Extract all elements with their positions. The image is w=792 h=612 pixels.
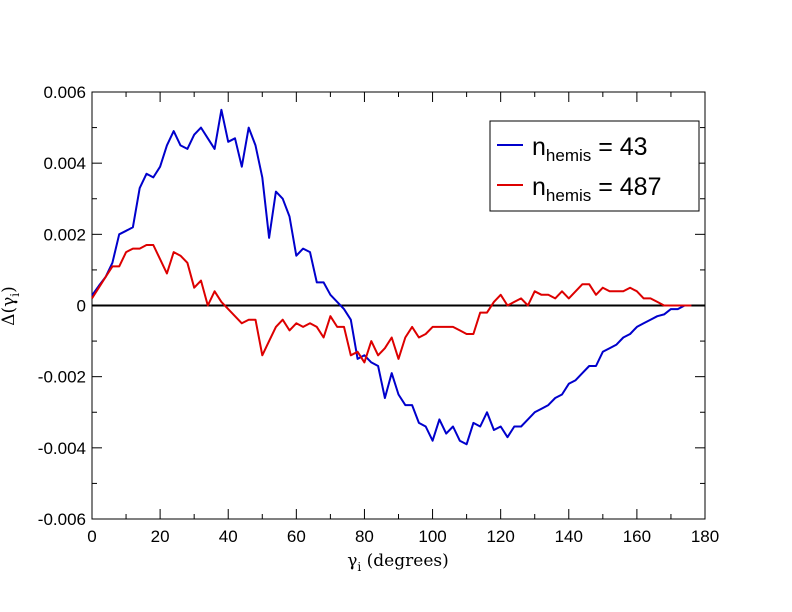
y-tick-label: -0.002 (38, 368, 86, 387)
y-tick-label: 0.004 (43, 154, 86, 173)
y-axis-label-prefix: Δ( (0, 307, 19, 326)
series-line-blue (91, 108, 692, 446)
series-group (91, 108, 692, 446)
y-tick-label: -0.004 (38, 439, 86, 458)
legend-red-main: n (532, 173, 546, 201)
y-tick-label: 0 (77, 297, 86, 316)
y-axis-label-symbol: γ (0, 297, 19, 307)
y-tick-label: 0.006 (43, 83, 86, 102)
x-tick-label: 160 (623, 527, 651, 546)
series-line-red (91, 244, 692, 364)
x-axis-label-symbol: γ (347, 551, 357, 571)
legend-blue-main: n (532, 133, 546, 161)
x-tick-label: 40 (219, 527, 238, 546)
legend-red-rest: = 487 (591, 173, 661, 201)
legend-red-sub: hemis (546, 186, 591, 205)
x-tick-label: 180 (691, 527, 719, 546)
x-axis-label: γi (degrees) (347, 551, 448, 574)
x-tick-label: 120 (486, 527, 514, 546)
legend: nhemis = 43 nhemis = 487 (489, 120, 700, 212)
y-axis-label-sub: i (8, 293, 22, 297)
x-tick-label: 140 (555, 527, 583, 546)
legend-box (489, 120, 700, 212)
x-axis-label-sub: i (357, 560, 361, 574)
x-tick-label: 20 (151, 527, 170, 546)
x-tick-label: 80 (355, 527, 374, 546)
legend-label-blue: nhemis = 43 (532, 133, 648, 165)
y-tick-label: -0.006 (38, 510, 86, 529)
x-tick-label: 0 (87, 527, 96, 546)
y-axis-label-suffix: ) (0, 286, 19, 293)
legend-blue-sub: hemis (546, 146, 591, 165)
legend-label-red: nhemis = 487 (532, 173, 661, 205)
legend-blue-rest: = 43 (591, 133, 647, 161)
x-tick-label: 100 (418, 527, 446, 546)
y-axis-label: Δ(γi) (0, 286, 22, 326)
axis-ticks: 0 20 40 60 80 100 120 140 160 180 -0.006 -0.004 -0.0… (38, 83, 719, 546)
x-axis-label-suffix: (degrees) (361, 551, 448, 571)
y-tick-label: 0.002 (43, 225, 86, 244)
x-tick-label: 60 (287, 527, 306, 546)
